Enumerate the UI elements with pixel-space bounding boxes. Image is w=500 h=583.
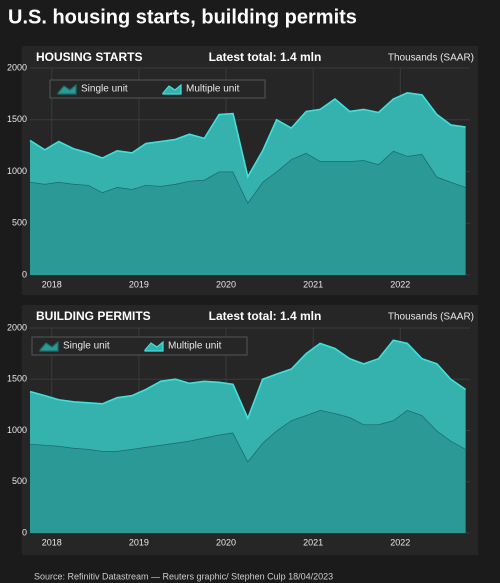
legend-swatch xyxy=(162,83,182,95)
legend-box xyxy=(31,336,248,356)
panel-title: HOUSING STARTS xyxy=(36,50,142,64)
y-tick-label: 1500 xyxy=(7,114,27,124)
y-tick-label: 1000 xyxy=(7,166,27,176)
series-line xyxy=(29,339,467,421)
series-line xyxy=(29,92,466,179)
legend-swatch xyxy=(144,340,164,352)
panel-title: BUILDING PERMITS xyxy=(36,309,151,323)
x-tick-label: 2019 xyxy=(129,537,149,547)
area xyxy=(30,410,466,533)
x-tick-label: 2020 xyxy=(216,537,236,547)
x-tick-label: 2020 xyxy=(216,279,236,289)
y-tick-label: 500 xyxy=(12,476,27,486)
legend-label: Multiple unit xyxy=(168,341,222,352)
panel-subtitle: Latest total: 1.4 mln xyxy=(209,50,322,64)
area xyxy=(30,92,466,203)
area xyxy=(30,150,466,275)
x-tick-label: 2021 xyxy=(303,537,323,547)
y-tick-label: 500 xyxy=(12,218,27,228)
x-tick-label: 2019 xyxy=(129,279,149,289)
x-tick-label: 2022 xyxy=(390,537,410,547)
x-tick-label: 2018 xyxy=(42,537,62,547)
y-tick-label: 0 xyxy=(22,527,27,537)
page-title: U.S. housing starts, building permits xyxy=(8,6,357,28)
legend-label: Multiple unit xyxy=(186,84,240,95)
y-axis-label: Thousands (SAAR) xyxy=(388,53,474,64)
source: Source: Refinitiv Datastream — Reuters g… xyxy=(34,571,333,581)
y-tick-label: 1500 xyxy=(7,374,27,384)
legend-box xyxy=(49,79,266,99)
area xyxy=(30,340,466,462)
legend-label: Single unit xyxy=(81,84,128,95)
y-tick-label: 0 xyxy=(22,269,27,279)
legend-swatch xyxy=(57,83,77,95)
y-tick-label: 1000 xyxy=(7,425,27,435)
x-tick-label: 2022 xyxy=(390,279,410,289)
x-tick-label: 2018 xyxy=(42,279,62,289)
legend-label: Single unit xyxy=(63,341,110,352)
x-tick-label: 2021 xyxy=(303,279,323,289)
y-tick-label: 2000 xyxy=(7,62,27,72)
y-tick-label: 2000 xyxy=(7,322,27,332)
panel-subtitle: Latest total: 1.4 mln xyxy=(209,309,322,323)
legend-swatch xyxy=(39,340,59,352)
y-axis-label: Thousands (SAAR) xyxy=(388,312,474,323)
